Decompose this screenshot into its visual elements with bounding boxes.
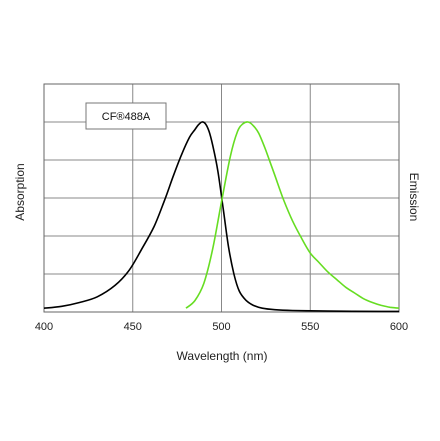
legend: CF®488A (85, 102, 167, 130)
legend-box (85, 102, 167, 130)
y-axis-title-left: Absorption (13, 163, 27, 220)
series-lines (43, 121, 400, 313)
series-line-absorption (43, 121, 400, 313)
series-line-emission (185, 121, 400, 309)
plot-area (43, 83, 400, 313)
x-axis-title: Wavelength (nm) (177, 349, 268, 363)
x-tick-label: 400 (35, 321, 53, 333)
x-tick-label: 550 (301, 321, 319, 333)
x-tick-labels: 400 450 500 550 600 (35, 321, 408, 333)
x-tick-label: 600 (390, 321, 408, 333)
x-tick-label: 500 (212, 321, 230, 333)
y-axis-title-right: Emission (407, 173, 421, 222)
x-tick-label: 450 (124, 321, 142, 333)
legend-label: CF®488A (102, 111, 151, 123)
